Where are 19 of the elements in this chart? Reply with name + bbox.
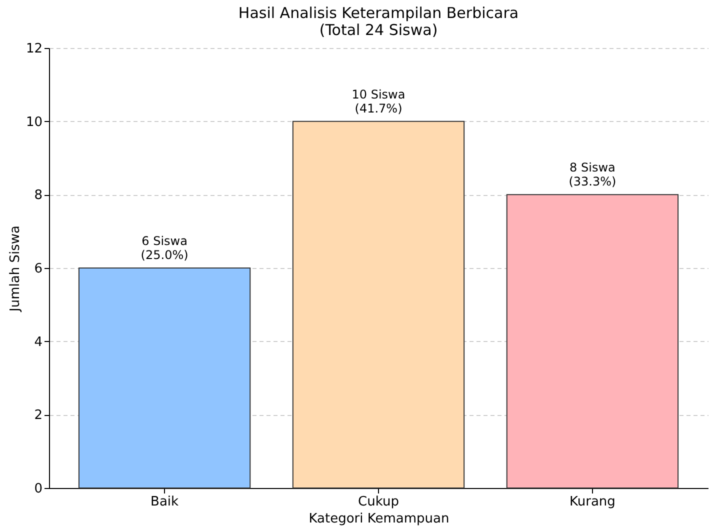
x-tick-label: Cukup [358,494,399,510]
chart-title: Hasil Analisis Keterampilan Berbicara (Total 24 Siswa) [238,4,519,39]
x-tick-label: Kurang [570,494,616,510]
bar [292,120,465,488]
data-label: 10 Siswa (41.7%) [352,87,406,116]
y-tick-label: 6 [34,262,42,276]
x-tick-label: Baik [150,494,180,510]
y-tick-label: 2 [34,408,42,424]
y-axis-title: Jumlah Siswa [8,226,23,312]
data-label: 6 Siswa (25.0%) [140,234,188,262]
y-tick-label: 12 [26,42,42,56]
y-tick-label: 8 [34,188,42,204]
y-tick-label: 4 [34,334,42,350]
y-tick-label: 0 [34,482,42,496]
y-tick-label: 10 [26,114,42,130]
x-axis-title: Kategori Kemampuan [308,512,450,526]
bar [78,268,251,488]
data-label: 8 Siswa (33.3%) [568,160,616,189]
bar [506,194,679,488]
